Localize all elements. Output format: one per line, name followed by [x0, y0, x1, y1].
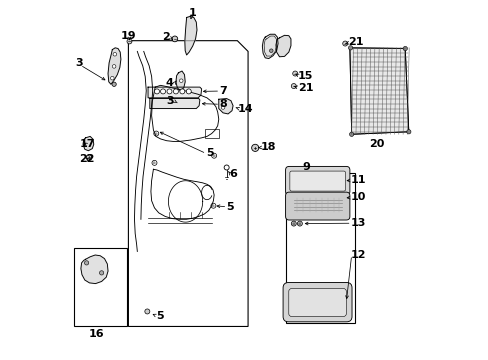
Circle shape — [180, 89, 184, 94]
Text: 15: 15 — [298, 71, 313, 81]
Circle shape — [221, 106, 224, 109]
Bar — [74, 248, 126, 327]
Text: 5: 5 — [205, 148, 213, 158]
Polygon shape — [108, 48, 121, 84]
Polygon shape — [176, 71, 185, 91]
FancyBboxPatch shape — [285, 192, 349, 220]
Circle shape — [348, 46, 352, 50]
Circle shape — [99, 271, 103, 275]
Text: 6: 6 — [229, 168, 237, 179]
Text: 19: 19 — [121, 31, 136, 41]
Text: 3: 3 — [75, 58, 82, 68]
Text: 3: 3 — [166, 96, 173, 107]
Circle shape — [406, 130, 410, 134]
Circle shape — [292, 71, 297, 76]
FancyBboxPatch shape — [283, 283, 351, 322]
Polygon shape — [218, 99, 233, 114]
Circle shape — [173, 89, 178, 94]
Circle shape — [144, 309, 149, 314]
Text: 8: 8 — [219, 99, 227, 109]
Text: 16: 16 — [88, 329, 104, 339]
Text: 12: 12 — [350, 250, 366, 260]
Text: 17: 17 — [80, 139, 95, 149]
Circle shape — [166, 89, 172, 94]
Polygon shape — [81, 255, 108, 284]
Circle shape — [86, 155, 92, 160]
Text: 9: 9 — [302, 162, 309, 172]
Circle shape — [269, 49, 272, 53]
Polygon shape — [83, 136, 94, 151]
Text: 13: 13 — [350, 218, 366, 228]
Text: 1: 1 — [189, 8, 197, 18]
Circle shape — [291, 84, 296, 89]
FancyBboxPatch shape — [285, 166, 349, 195]
Circle shape — [342, 41, 347, 46]
Text: 10: 10 — [350, 192, 366, 202]
FancyBboxPatch shape — [288, 289, 346, 316]
Circle shape — [297, 221, 302, 226]
Circle shape — [251, 144, 258, 152]
Polygon shape — [349, 48, 408, 134]
Text: 2: 2 — [162, 32, 169, 42]
Text: 11: 11 — [350, 175, 366, 185]
FancyBboxPatch shape — [289, 171, 345, 191]
Polygon shape — [148, 87, 201, 98]
Circle shape — [186, 89, 191, 94]
Text: 4: 4 — [165, 78, 173, 88]
Text: 7: 7 — [219, 86, 227, 96]
Circle shape — [291, 221, 296, 226]
Text: 5: 5 — [226, 202, 234, 212]
Bar — [205, 129, 218, 138]
Circle shape — [172, 36, 177, 42]
Circle shape — [349, 132, 353, 136]
Polygon shape — [262, 34, 278, 59]
Circle shape — [110, 76, 114, 80]
Text: 20: 20 — [368, 139, 384, 149]
Text: 18: 18 — [260, 142, 276, 152]
Circle shape — [112, 64, 116, 68]
Circle shape — [113, 53, 116, 56]
Circle shape — [160, 89, 165, 94]
Text: 14: 14 — [238, 104, 253, 113]
Text: 21: 21 — [347, 37, 363, 48]
Text: 22: 22 — [80, 154, 95, 163]
Text: 5: 5 — [156, 311, 163, 321]
Circle shape — [179, 79, 183, 82]
Polygon shape — [275, 35, 290, 57]
Circle shape — [154, 89, 159, 94]
Polygon shape — [149, 99, 200, 109]
Polygon shape — [184, 17, 197, 55]
Circle shape — [112, 82, 116, 86]
Bar — [285, 173, 354, 323]
Circle shape — [127, 39, 132, 44]
Circle shape — [402, 46, 407, 51]
Text: 21: 21 — [298, 83, 313, 93]
Circle shape — [84, 261, 88, 265]
